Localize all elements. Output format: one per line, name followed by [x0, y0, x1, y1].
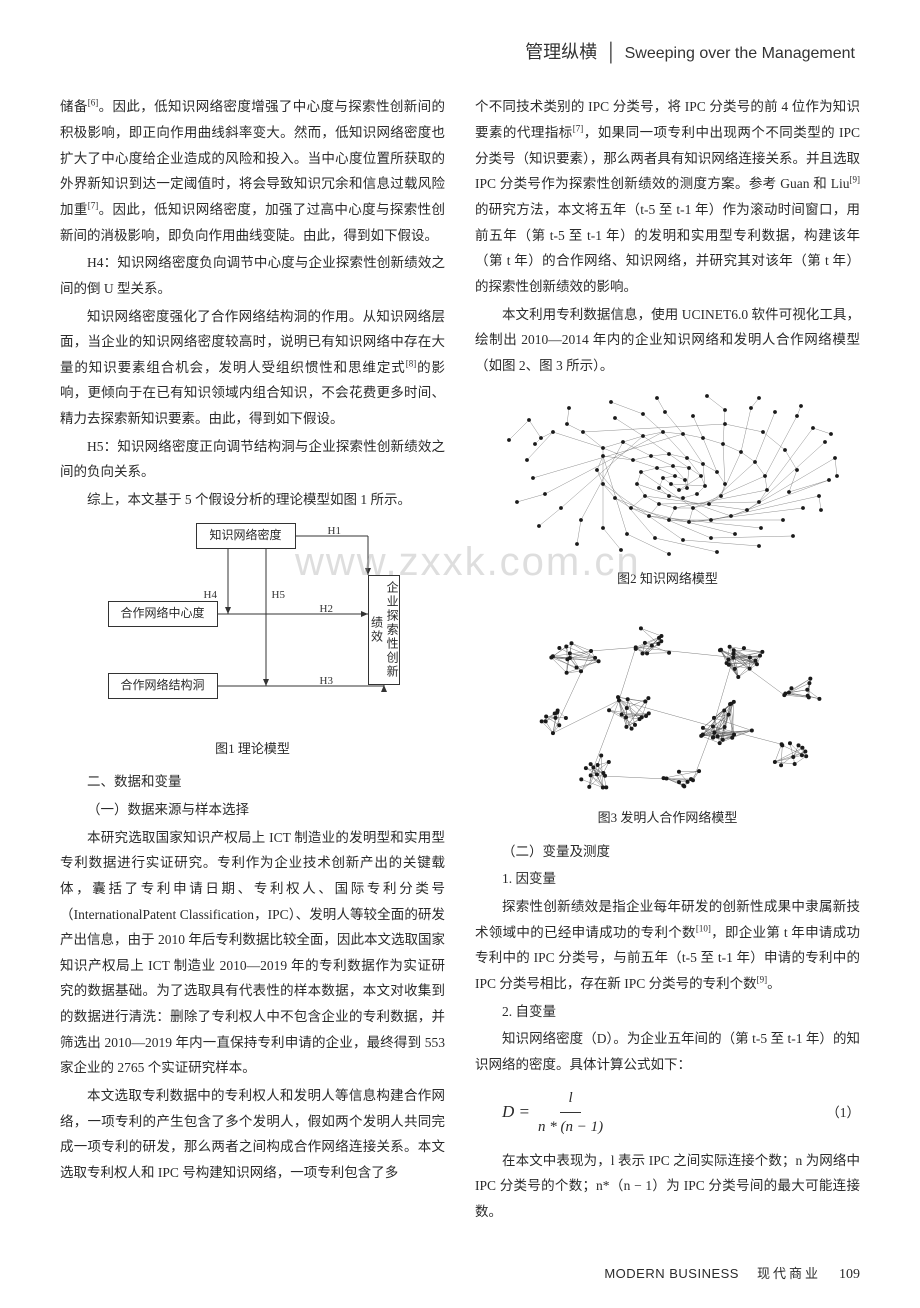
text: 的研究方法，本文将五年（t-5 至 t-1 年）作为滚动时间窗口，用前五年（第 … — [475, 202, 860, 294]
right-p2: 本文利用专利数据信息，使用 UCINET6.0 软件可视化工具，绘制出 2010… — [475, 302, 860, 379]
left-p5: 本文选取专利数据中的专利权人和发明人等信息构建合作网络，一项专利的产生包含了多个… — [60, 1083, 445, 1186]
citation: [6] — [88, 98, 99, 108]
left-p1: 储备[6]。因此，低知识网络密度增强了中心度与探索性创新间的积极影响，即正向作用… — [60, 94, 445, 248]
figure-3-network — [483, 602, 853, 802]
section-2-1-heading: （一）数据来源与样本选择 — [60, 797, 445, 823]
page-footer: MODERN BUSINESS 现代商业 109 — [60, 1262, 860, 1289]
figure-1-diagram: 知识网络密度 合作网络中心度 合作网络结构洞 企业探索性创新绩效 — [88, 523, 418, 733]
formula-den: n * (n − 1) — [534, 1113, 607, 1142]
dv-heading: 1. 因变量 — [475, 866, 860, 892]
label-h2: H2 — [320, 599, 333, 620]
footer-cn: 现代商业 — [757, 1262, 821, 1287]
formula-lhs: D = — [502, 1096, 530, 1128]
right-column: 个不同技术类别的 IPC 分类号，将 IPC 分类号的前 4 位作为知识要素的代… — [475, 94, 860, 1226]
section-2-2-heading: （二）变量及测度 — [475, 839, 860, 865]
figure-1: 知识网络密度 合作网络中心度 合作网络结构洞 企业探索性创新绩效 — [60, 523, 445, 762]
figure-1-arrows — [88, 523, 418, 733]
hypothesis-h5: H5：知识网络密度正向调节结构洞与企业探索性创新绩效之间的负向关系。 — [60, 434, 445, 485]
hypothesis-h4: H4：知识网络密度负向调节中心度与企业探索性创新绩效之间的倒 U 型关系。 — [60, 250, 445, 301]
figure-3-caption: 图3 发明人合作网络模型 — [475, 806, 860, 831]
label-h3: H3 — [320, 671, 333, 692]
citation: [7] — [88, 200, 99, 210]
right-p1: 个不同技术类别的 IPC 分类号，将 IPC 分类号的前 4 位作为知识要素的代… — [475, 94, 860, 299]
text: 。因此，低知识网络密度，加强了过高中心度与探索性创新间的消极影响，即负向作用曲线… — [60, 202, 445, 243]
formula-num: l — [560, 1084, 580, 1114]
label-h1: H1 — [328, 521, 341, 542]
left-column: 储备[6]。因此，低知识网络密度增强了中心度与探索性创新间的积极影响，即正向作用… — [60, 94, 445, 1226]
citation: [9] — [850, 175, 861, 185]
left-p3: 综上，本文基于 5 个假设分析的理论模型如图 1 所示。 — [60, 487, 445, 513]
citation: [9] — [757, 975, 768, 985]
section-2-heading: 二、数据和变量 — [60, 769, 445, 795]
text: 。 — [767, 976, 781, 991]
iv-heading: 2. 自变量 — [475, 999, 860, 1025]
left-p4: 本研究选取国家知识产权局上 ICT 制造业的发明型和实用型专利数据进行实证研究。… — [60, 825, 445, 1081]
header-cn: 管理纵横 — [525, 42, 597, 62]
page-header: 管理纵横 │ Sweeping over the Management — [60, 35, 860, 69]
right-p4: 知识网络密度（D）。为企业五年间的（第 t-5 至 t-1 年）的知识网络的密度… — [475, 1026, 860, 1077]
right-p3: 探索性创新绩效是指企业每年研发的创新性成果中隶属新技术领域中的已经申请成功的专利… — [475, 894, 860, 997]
text: 知识网络密度强化了合作网络结构洞的作用。从知识网络层面，当企业的知识网络密度较高… — [60, 309, 445, 375]
footer-en: MODERN BUSINESS — [604, 1262, 739, 1287]
text: 储备 — [60, 99, 88, 114]
right-p5: 在本文中表现为，l 表示 IPC 之间实际连接个数；n 为网络中 IPC 分类号… — [475, 1148, 860, 1225]
formula-body: D = l n * (n − 1) — [502, 1084, 611, 1142]
text: 。因此，低知识网络密度增强了中心度与探索性创新间的积极影响，即正向作用曲线斜率变… — [60, 99, 445, 217]
figure-2-network — [483, 388, 853, 563]
equation-1: D = l n * (n − 1) （1） — [475, 1084, 860, 1142]
citation: [7] — [573, 124, 584, 134]
header-en: Sweeping over the Management — [625, 45, 855, 62]
citation: [8] — [406, 358, 417, 368]
citation: [10] — [696, 923, 711, 933]
figure-3: 图3 发明人合作网络模型 — [475, 602, 860, 831]
formula-fraction: l n * (n − 1) — [534, 1084, 607, 1142]
equation-number: （1） — [826, 1100, 860, 1126]
label-h5: H5 — [272, 585, 285, 606]
two-column-body: 储备[6]。因此，低知识网络密度增强了中心度与探索性创新间的积极影响，即正向作用… — [60, 94, 860, 1226]
figure-2-caption: 图2 知识网络模型 — [475, 567, 860, 592]
figure-1-caption: 图1 理论模型 — [60, 737, 445, 762]
label-h4: H4 — [204, 585, 217, 606]
left-p2: 知识网络密度强化了合作网络结构洞的作用。从知识网络层面，当企业的知识网络密度较高… — [60, 304, 445, 432]
header-divider: │ — [604, 42, 617, 62]
page-number: 109 — [839, 1262, 860, 1289]
figure-2: 图2 知识网络模型 — [475, 388, 860, 592]
